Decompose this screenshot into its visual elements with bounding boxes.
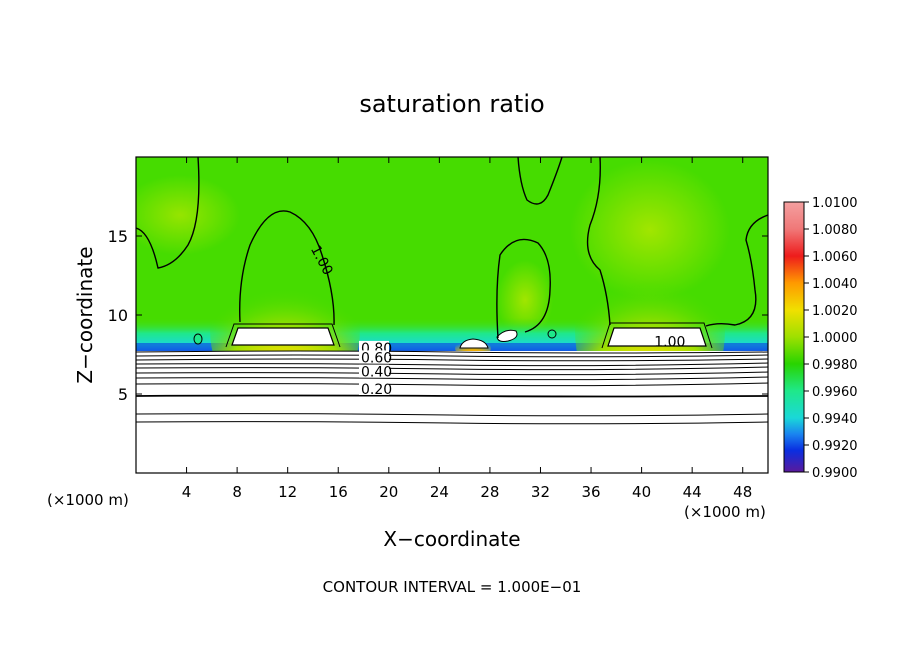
colorbar-label: 1.0060 (812, 250, 858, 265)
contour-label: 0.20 (361, 382, 392, 398)
x-tick-label: 8 (232, 483, 242, 501)
contour-label-bg (358, 350, 389, 364)
x-tick-label: 24 (430, 483, 449, 501)
x-tick-label: 32 (531, 483, 550, 501)
x-tick-label: 12 (278, 483, 297, 501)
x-tick-label: 28 (480, 483, 499, 501)
y-axis-label: Z−coordinate (73, 246, 97, 383)
colorbar-label: 1.0020 (812, 304, 858, 319)
colorbar-label: 0.9980 (812, 358, 858, 373)
colorbar-label: 1.0040 (812, 277, 858, 292)
y-tick-label: 15 (108, 227, 128, 246)
colorbar-label: 1.0100 (812, 196, 858, 211)
colorbar-labels: 1.0100 1.0080 1.0060 1.0040 1.0020 1.0000 0.99… (804, 196, 858, 481)
dry-contour-9 (136, 394, 768, 398)
colorbar-ramp (783, 201, 805, 473)
colorbar-label: 1.0080 (812, 223, 858, 238)
colorbar-label: 0.9940 (812, 412, 858, 427)
cloud-blip-b (547, 329, 557, 339)
dry-contour-11 (136, 421, 768, 425)
cloud-blank-left-outline (225, 323, 341, 348)
dry-contour-5 (136, 366, 768, 371)
y-tick-label: 10 (108, 306, 128, 325)
contour-line-4 (586, 157, 611, 326)
dry-contour-6 (136, 371, 768, 376)
contour-line-3 (517, 157, 563, 205)
x-tick-label: 36 (581, 483, 600, 501)
contour-label-bg (358, 382, 389, 395)
dry-layer (136, 351, 768, 473)
cloud-blip-a (193, 333, 203, 345)
x-unit-left: (×1000 m) (47, 491, 129, 509)
chart-title: saturation ratio (359, 90, 544, 118)
contour-label: 0.40 (361, 365, 392, 381)
dry-contour-8 (136, 382, 768, 387)
dry-contour-10 (136, 413, 768, 417)
pale-region-left (136, 175, 240, 255)
x-tick-label: 4 (182, 483, 192, 501)
base-deep-band (136, 343, 768, 352)
x-tick-label: 16 (329, 483, 348, 501)
dry-contour-1 (136, 350, 768, 354)
dry-contour-2 (136, 354, 768, 358)
x-axis-label: X−coordinate (383, 527, 520, 551)
colorbar-label: 0.9960 (812, 385, 858, 400)
contour-label: 0.60 (361, 350, 392, 366)
colorbar: 1.0100 1.0080 1.0060 1.0040 1.0020 1.0000 0.99… (783, 196, 858, 481)
dry-contour-4 (136, 362, 768, 367)
contour-line-1 (136, 157, 200, 269)
contour-field (136, 157, 768, 473)
cloud-blank-right (607, 327, 707, 347)
x-tick-label: 40 (632, 483, 651, 501)
x-tick-label: 48 (733, 483, 752, 501)
dry-contour-7 (136, 376, 768, 381)
colorbar-label: 0.9900 (812, 466, 858, 481)
x-axis: 4 8 12 16 20 24 28 32 36 40 44 48 (182, 157, 752, 501)
cloud-blank-right-outline (601, 322, 713, 349)
x-tick-label: 44 (683, 483, 702, 501)
dry-layer-contours (136, 350, 768, 425)
x-tick-label: 20 (379, 483, 398, 501)
contour-line-2 (239, 210, 335, 326)
cloud-blank-small (459, 338, 489, 349)
y-axis: 5 10 15 (108, 227, 768, 404)
contour-line-6 (705, 214, 768, 327)
x-unit-right: (×1000 m) (684, 503, 766, 521)
colorbar-label: 1.0000 (812, 331, 858, 346)
colorbar-label: 0.9920 (812, 439, 858, 454)
y-tick-label: 5 (118, 385, 128, 404)
contour-interval-note: CONTOUR INTERVAL = 1.000E−01 (323, 578, 582, 596)
contour-line-5 (496, 238, 551, 339)
cloud-blank-tiny (496, 329, 518, 342)
contour-label: 1.00 (654, 335, 685, 351)
contour-label-bg (358, 364, 389, 378)
dry-contour-3 (136, 358, 768, 362)
cloud-blank-left (231, 327, 335, 346)
